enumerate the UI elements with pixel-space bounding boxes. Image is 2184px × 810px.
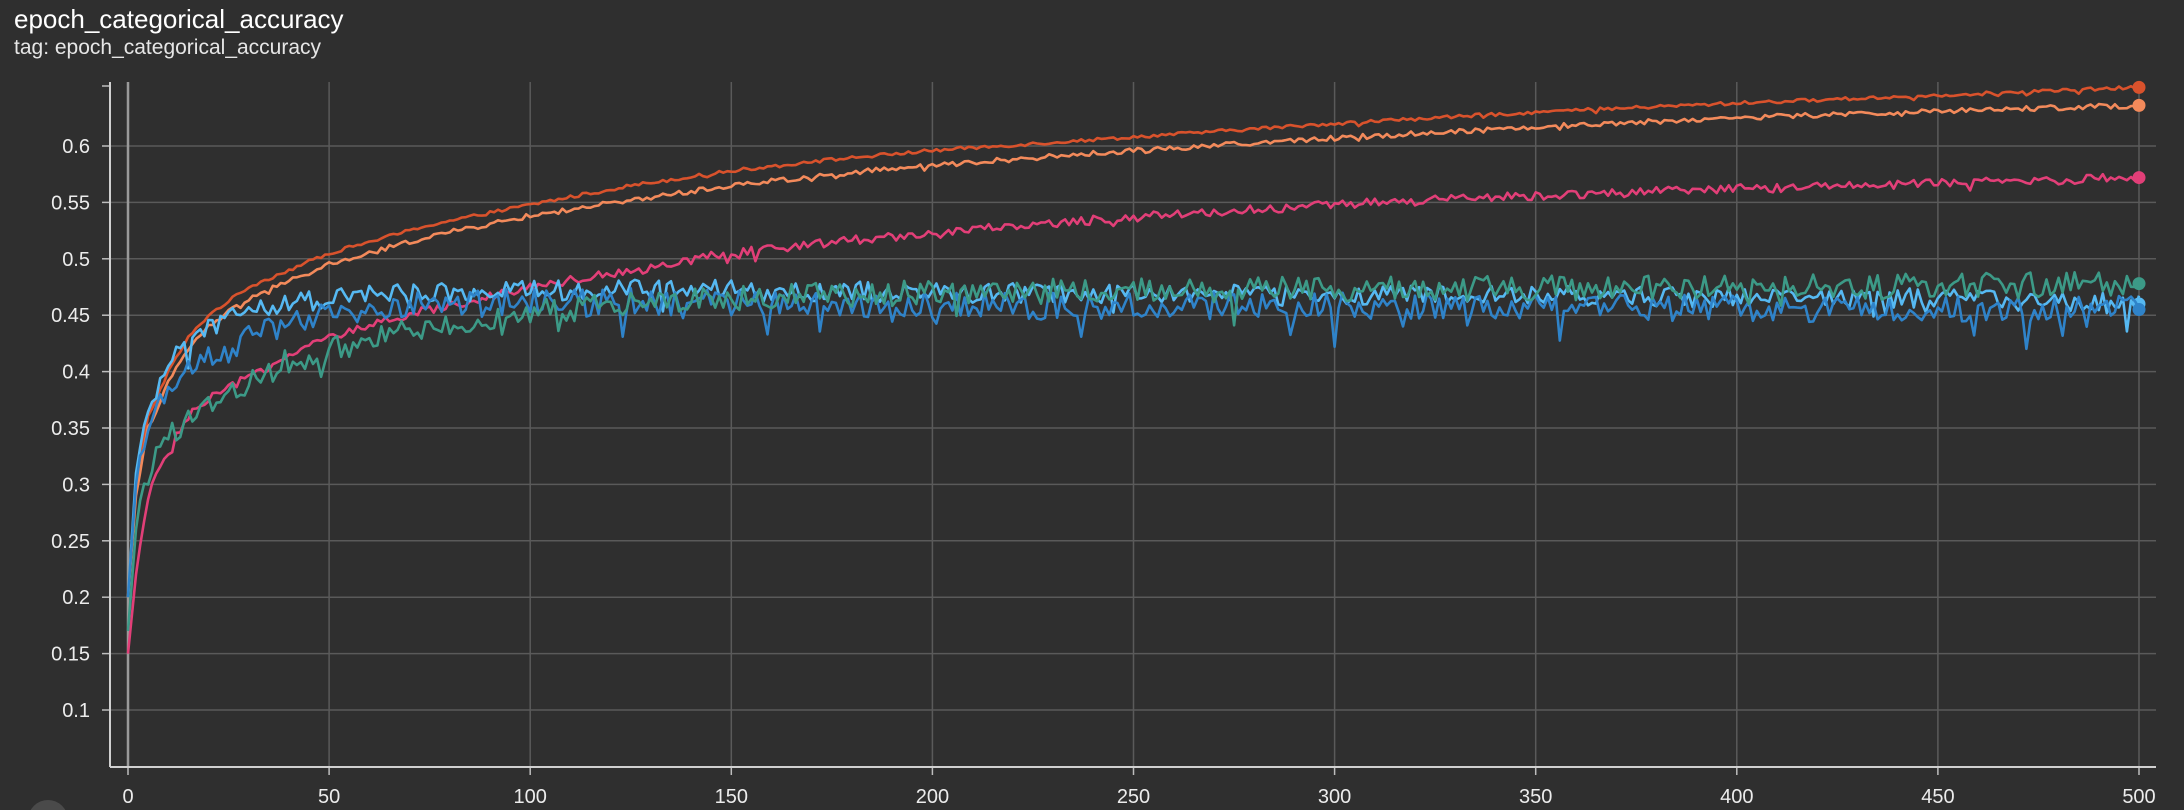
x-tick-label: 250 [1117, 786, 1150, 808]
series-endpoint-marker[interactable] [2132, 171, 2146, 185]
x-tick-label: 50 [318, 786, 340, 808]
series-line[interactable] [126, 84, 2140, 598]
y-tick-label: 0.2 [62, 587, 90, 609]
y-tick-label: 0.5 [62, 249, 90, 271]
corner-control-icon[interactable] [28, 800, 68, 810]
series-line[interactable] [126, 287, 2141, 598]
tick-label-layer: 0.1 0.15 0.2 0.25 0.3 0.35 0.4 0.45 0.5 0.55 0.6 0 5… [51, 136, 2156, 808]
y-tick-label: 0.25 [51, 531, 90, 553]
y-tick-label: 0.45 [51, 305, 90, 327]
y-tick-label: 0.4 [62, 362, 90, 384]
series-endpoint-marker[interactable] [2132, 277, 2146, 291]
chart-tag-label: tag: epoch_categorical_accuracy [14, 36, 322, 59]
series-line[interactable] [126, 172, 2140, 654]
series-line[interactable] [126, 271, 2140, 632]
y-tick-label: 0.6 [62, 136, 90, 158]
x-tick-label: 0 [122, 786, 133, 808]
series-line[interactable] [126, 102, 2140, 598]
y-tick-label: 0.15 [51, 644, 90, 666]
y-tick-label: 0.3 [62, 474, 90, 496]
x-tick-label: 450 [1921, 786, 1954, 808]
chart-title: epoch_categorical_accuracy [14, 4, 344, 34]
series-endpoint-marker[interactable] [2132, 98, 2146, 112]
x-tick-label: 100 [514, 786, 547, 808]
y-tick-label: 0.35 [51, 418, 90, 440]
series-endpoint-marker[interactable] [2132, 80, 2146, 94]
x-tick-label: 300 [1318, 786, 1351, 808]
x-tick-label: 200 [916, 786, 949, 808]
y-tick-label: 0.1 [62, 700, 90, 722]
x-tick-label: 350 [1519, 786, 1552, 808]
x-tick-label: 150 [715, 786, 748, 808]
axis-layer [102, 82, 2156, 775]
x-tick-label: 400 [1720, 786, 1753, 808]
y-tick-label: 0.55 [51, 192, 90, 214]
x-tick-label: 500 [2122, 786, 2155, 808]
grid-layer [110, 82, 2156, 767]
series-endpoint-marker[interactable] [2132, 303, 2146, 317]
series-layer [126, 80, 2146, 654]
